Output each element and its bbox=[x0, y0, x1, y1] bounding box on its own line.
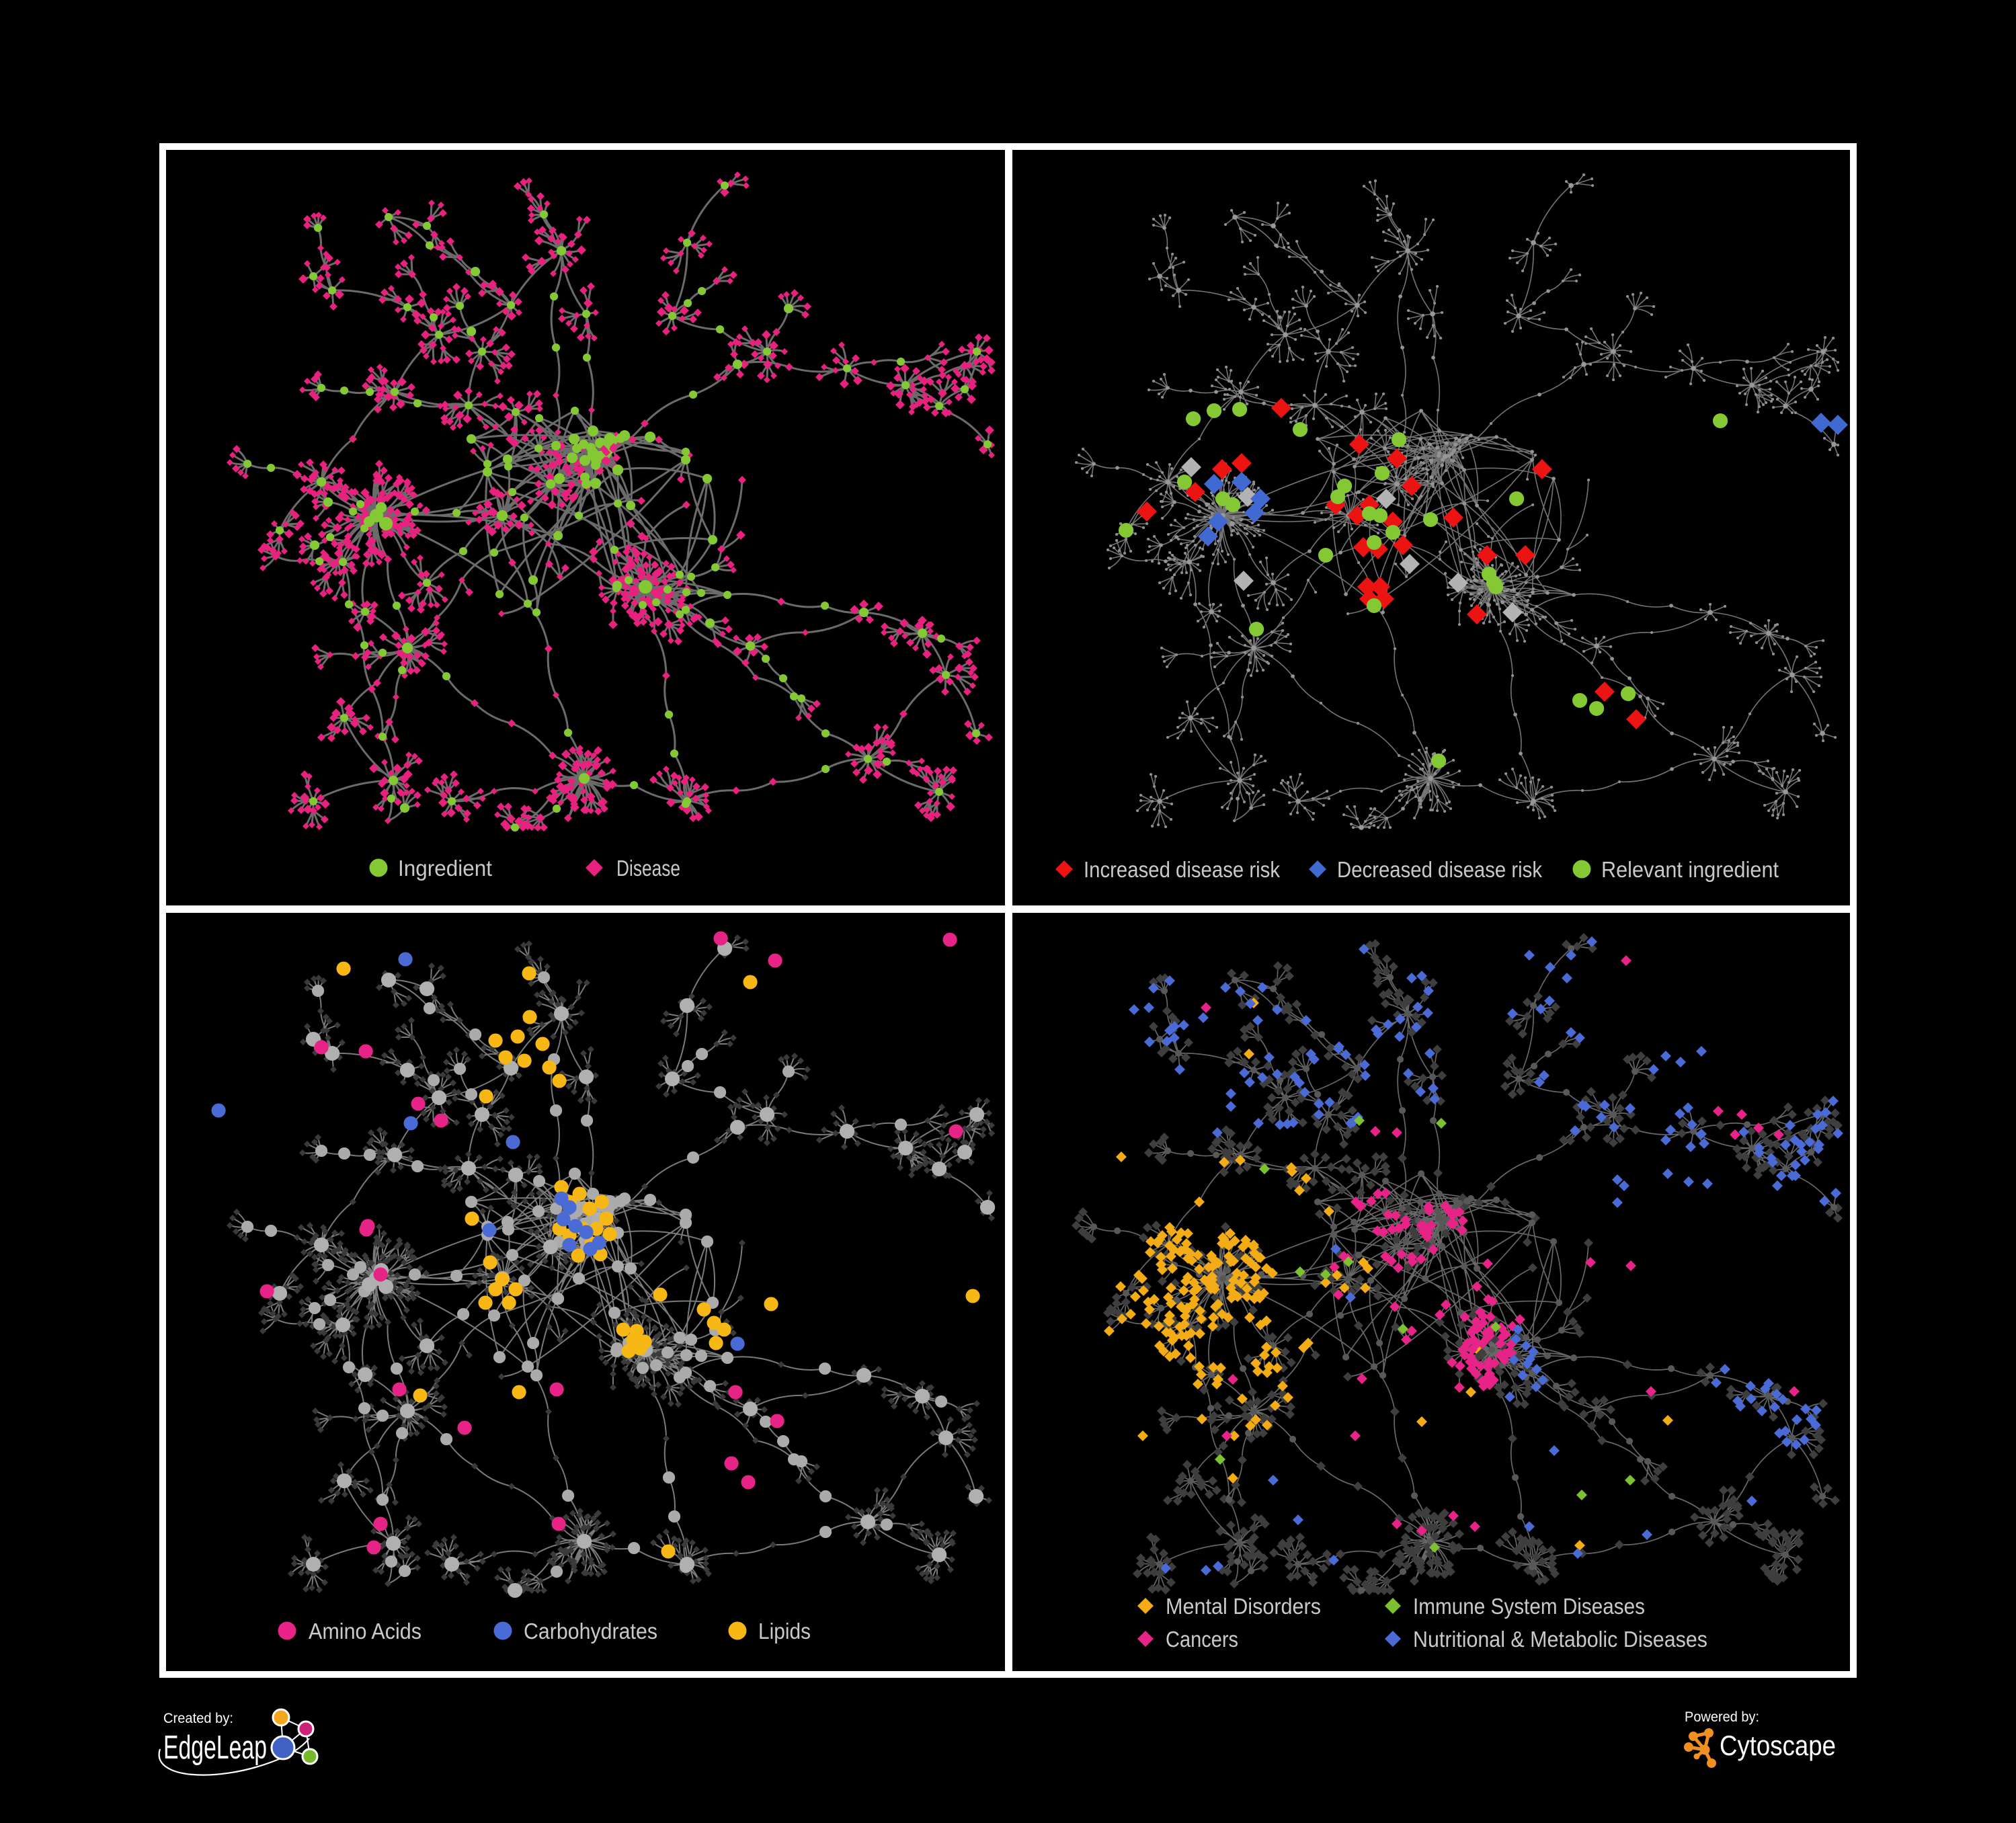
svg-text:EdgeLeap: EdgeLeap bbox=[163, 1730, 267, 1766]
svg-text:Immune System Diseases: Immune System Diseases bbox=[1413, 1594, 1645, 1619]
svg-text:Amino Acids: Amino Acids bbox=[309, 1619, 421, 1644]
svg-text:Carbohydrates: Carbohydrates bbox=[524, 1619, 657, 1644]
svg-text:Lipids: Lipids bbox=[758, 1619, 811, 1644]
svg-text:Ingredient: Ingredient bbox=[398, 856, 492, 881]
svg-text:Powered by:: Powered by: bbox=[1685, 1709, 1759, 1725]
svg-text:Relevant ingredient: Relevant ingredient bbox=[1601, 857, 1779, 882]
svg-text:Cytoscape: Cytoscape bbox=[1720, 1730, 1836, 1761]
svg-text:Decreased disease risk: Decreased disease risk bbox=[1337, 857, 1542, 882]
svg-text:Increased disease risk: Increased disease risk bbox=[1084, 857, 1280, 882]
svg-text:Created by:: Created by: bbox=[163, 1711, 233, 1726]
svg-text:Disease: Disease bbox=[616, 856, 680, 881]
svg-text:Mental Disorders: Mental Disorders bbox=[1166, 1594, 1321, 1619]
svg-text:Nutritional & Metabolic Diseas: Nutritional & Metabolic Diseases bbox=[1413, 1627, 1707, 1652]
svg-text:Cancers: Cancers bbox=[1166, 1627, 1238, 1652]
